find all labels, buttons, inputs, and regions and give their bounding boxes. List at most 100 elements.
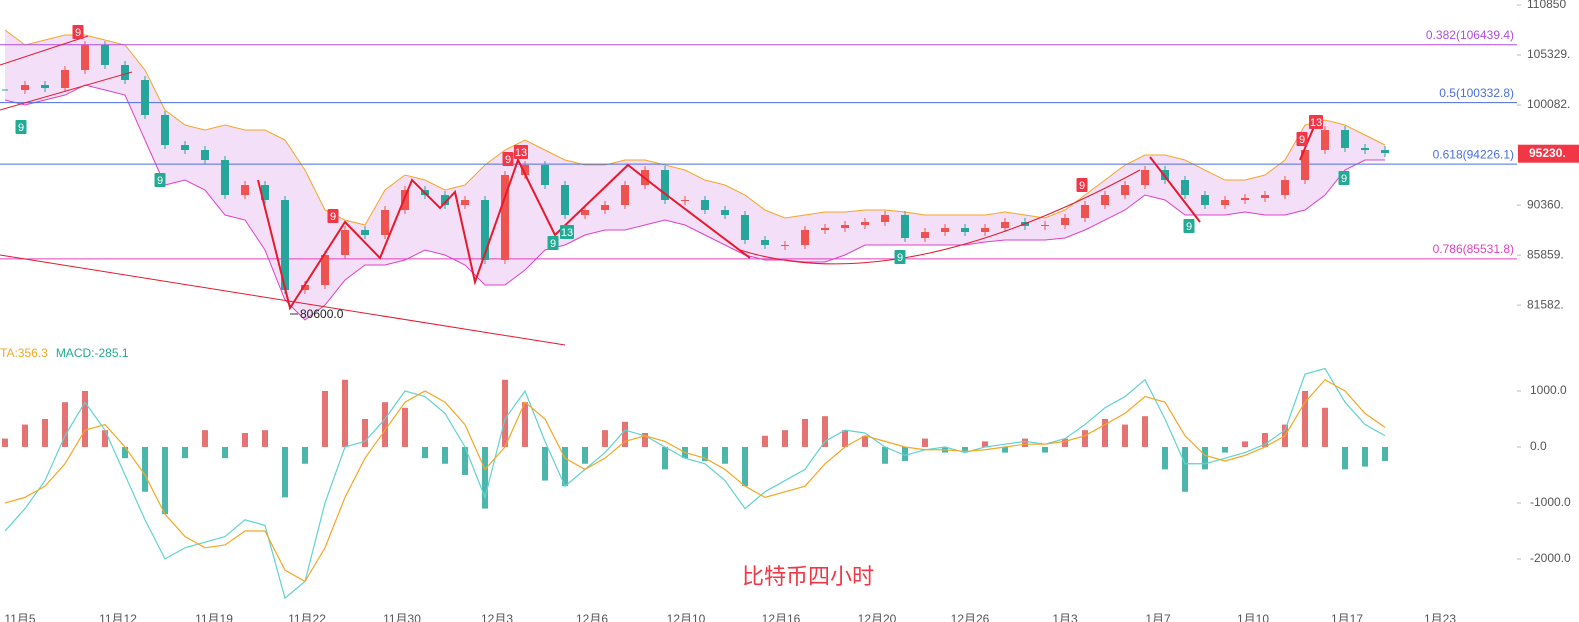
x-tick-label: 1月3 bbox=[1052, 612, 1078, 622]
macd-bar bbox=[1262, 432, 1268, 447]
candle bbox=[481, 200, 489, 261]
candle bbox=[221, 160, 229, 196]
macd-bar bbox=[1082, 430, 1088, 447]
candle bbox=[1381, 150, 1389, 154]
signal-box bbox=[514, 145, 528, 159]
candle bbox=[361, 230, 369, 235]
zigzag bbox=[1149, 156, 1201, 223]
macd-bar bbox=[262, 430, 268, 447]
dea-line bbox=[4, 379, 1386, 583]
last-price-tag bbox=[1518, 144, 1579, 163]
macd-bar bbox=[522, 402, 528, 447]
macd-bar bbox=[642, 432, 648, 447]
candle bbox=[181, 145, 189, 151]
macd-bar bbox=[22, 424, 28, 447]
macd-bar bbox=[142, 446, 148, 492]
signal-box bbox=[1076, 178, 1088, 192]
x-tick-label: 1月17 bbox=[1331, 612, 1363, 622]
macd-bar bbox=[742, 446, 748, 487]
macd-bar bbox=[1342, 446, 1348, 470]
trend-line bbox=[0, 35, 89, 66]
x-tick-label: 12月6 bbox=[576, 612, 608, 622]
band-fill bbox=[5, 30, 1385, 321]
candle bbox=[441, 195, 449, 205]
x-tick-label: 1月23 bbox=[1424, 612, 1456, 622]
macd-bar bbox=[722, 446, 728, 464]
macd-bar bbox=[1062, 438, 1068, 447]
signal-label: 13 bbox=[515, 147, 527, 159]
macd-bar bbox=[1142, 416, 1148, 447]
candle bbox=[261, 185, 269, 201]
signal-label: 9 bbox=[1341, 173, 1347, 185]
candle bbox=[761, 239, 769, 246]
candle bbox=[1281, 180, 1289, 196]
macd-bar bbox=[342, 379, 348, 447]
macd-bar bbox=[782, 430, 788, 447]
candle bbox=[701, 200, 709, 211]
candle bbox=[881, 215, 889, 222]
y-tick-label: 85859. bbox=[1527, 247, 1564, 261]
candle bbox=[81, 45, 89, 71]
macd-bar bbox=[122, 446, 128, 459]
y-tick-label: 110850 bbox=[1527, 0, 1566, 11]
macd-bar bbox=[822, 416, 828, 447]
fib-label: 0.618(94226.1) bbox=[1433, 147, 1514, 161]
signal-box bbox=[72, 25, 84, 39]
candle bbox=[1241, 198, 1249, 201]
candle bbox=[861, 221, 869, 225]
macd-bar bbox=[1182, 446, 1188, 492]
signal-box bbox=[547, 236, 559, 250]
trend-line bbox=[0, 71, 133, 111]
candle bbox=[281, 200, 289, 291]
candle bbox=[1361, 148, 1369, 151]
signal-box bbox=[1183, 219, 1195, 233]
macd-bar bbox=[1302, 390, 1308, 447]
candle bbox=[1341, 130, 1349, 149]
candle bbox=[341, 230, 349, 255]
macd-bar bbox=[462, 446, 468, 475]
band-layer bbox=[4, 29, 1386, 321]
macd-bar bbox=[602, 430, 608, 447]
candle bbox=[1301, 150, 1309, 181]
candle bbox=[101, 45, 109, 66]
macd-bar bbox=[1222, 446, 1228, 453]
macd-bar bbox=[362, 418, 368, 447]
candle bbox=[1201, 195, 1209, 205]
x-tick-label: 1月10 bbox=[1237, 612, 1269, 622]
macd-bar bbox=[902, 446, 908, 461]
macd-bar bbox=[862, 435, 868, 447]
macd-bar bbox=[802, 418, 808, 447]
macd-bar bbox=[842, 430, 848, 447]
drawings bbox=[0, 35, 1317, 346]
candle bbox=[61, 70, 69, 89]
macd-bar bbox=[1322, 407, 1328, 447]
band-upper bbox=[4, 29, 1386, 226]
macd-bar bbox=[582, 446, 588, 464]
x-tick-label: 11月19 bbox=[195, 612, 233, 622]
candle bbox=[561, 185, 569, 216]
macd-bar bbox=[1382, 446, 1388, 461]
band-lower bbox=[4, 84, 1385, 321]
macd-bar bbox=[102, 430, 108, 447]
candle bbox=[1321, 130, 1329, 151]
signal-label: 9 bbox=[18, 122, 24, 134]
candle bbox=[581, 210, 589, 216]
candle bbox=[781, 245, 789, 247]
macd-bar bbox=[1362, 446, 1368, 467]
macd-bar bbox=[202, 430, 208, 447]
x-tick-label: 1月7 bbox=[1145, 612, 1171, 622]
macd-bar bbox=[662, 446, 668, 470]
fib-label: 0.5(100332.8) bbox=[1439, 86, 1514, 100]
macd-bar bbox=[442, 446, 448, 464]
candle bbox=[1081, 204, 1089, 218]
candle bbox=[141, 80, 149, 116]
macd-bar bbox=[562, 446, 568, 487]
macd-label: TA:356.3 bbox=[0, 346, 48, 360]
macd-bar bbox=[622, 421, 628, 447]
signal-box bbox=[154, 173, 166, 187]
signal-box bbox=[560, 225, 574, 239]
x-tick-label: 12月26 bbox=[951, 612, 990, 622]
macd-bar bbox=[482, 446, 488, 509]
y-tick-label: 81582. bbox=[1527, 297, 1564, 311]
